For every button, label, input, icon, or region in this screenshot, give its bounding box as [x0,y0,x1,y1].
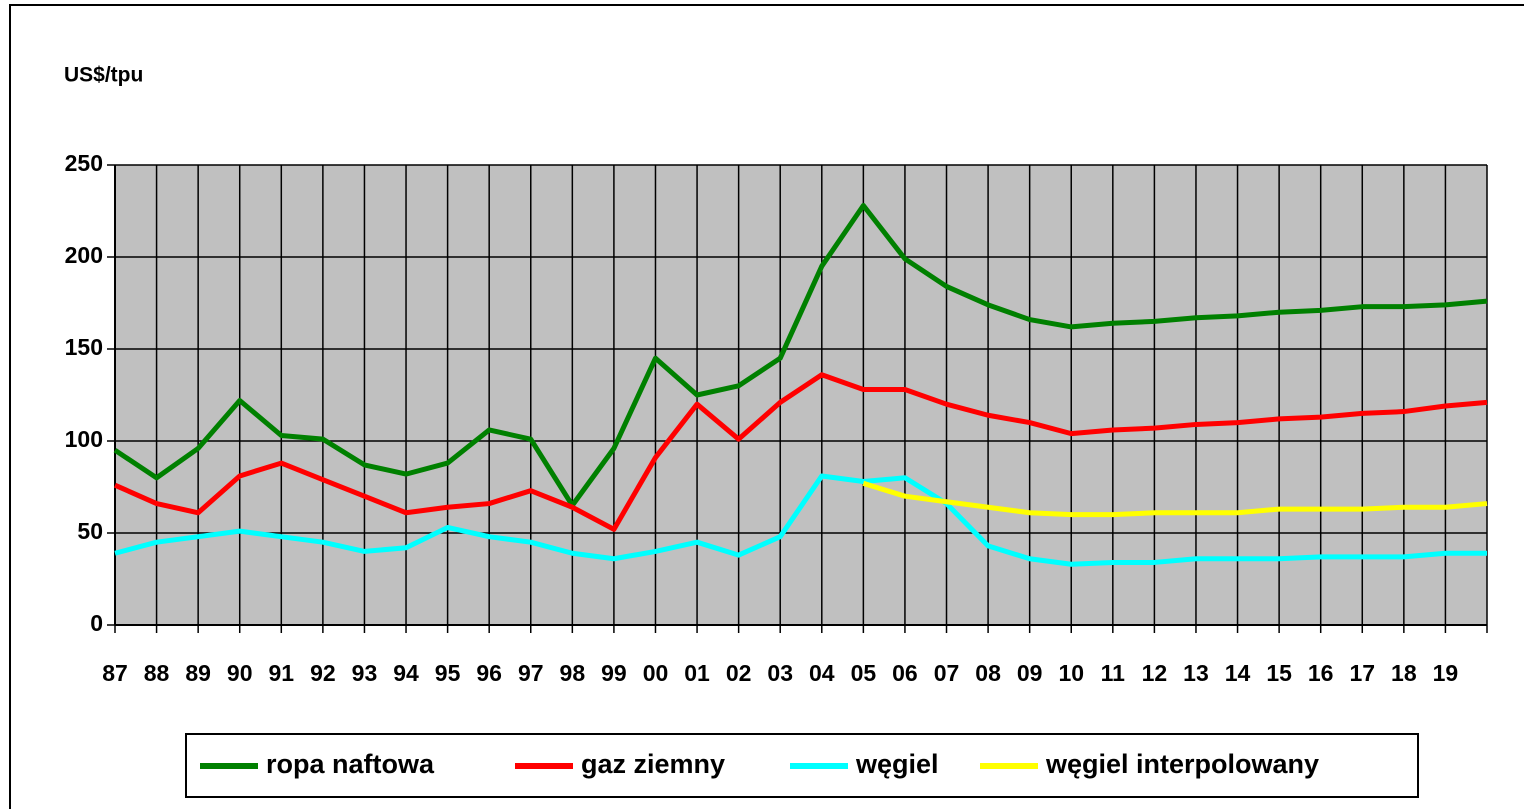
x-tick-label: 92 [310,660,336,686]
x-tick-label: 14 [1225,660,1251,686]
x-tick-label: 98 [560,660,586,686]
x-tick-label: 90 [227,660,253,686]
series-line [113,202,1488,508]
legend-label: ropa naftowa [266,749,435,779]
x-tick-label: 95 [435,660,461,686]
x-tick-label: 02 [726,660,752,686]
y-tick-label: 0 [90,610,103,636]
legend-label: węgiel interpolowany [1045,749,1319,779]
y-tick-label: 100 [65,426,103,452]
x-tick-label: 04 [809,660,835,686]
x-tick-label: 91 [269,660,295,686]
x-tick-label: 97 [518,660,544,686]
x-tick-label: 06 [892,660,918,686]
x-tick-label: 00 [643,660,669,686]
x-tick-label: 94 [393,660,419,686]
series-line [114,473,1487,567]
y-tick-label: 200 [65,242,103,268]
x-tick-label: 88 [144,660,170,686]
legend-label: węgiel [855,749,939,779]
x-tick-label: 19 [1433,660,1459,686]
x-tick-label: 01 [684,660,710,686]
x-tick-label: 89 [185,660,211,686]
x-tick-label: 11 [1101,660,1126,686]
x-tick-label: 87 [102,660,128,686]
x-tick-label: 12 [1142,660,1168,686]
y-axis-label: US$/tpu [64,64,143,87]
y-tick-label: 50 [77,518,103,544]
x-tick-label: 93 [352,660,378,686]
x-tick-label: 05 [851,660,877,686]
x-tick-label: 16 [1308,660,1334,686]
x-tick-label: 17 [1349,660,1375,686]
series-line [862,480,1488,518]
x-tick-label: 13 [1183,660,1209,686]
x-tick-label: 09 [1017,660,1043,686]
x-tick-label: 10 [1058,660,1084,686]
x-tick-label: 07 [934,660,960,686]
series-line [113,372,1488,532]
y-tick-label: 150 [65,334,103,360]
y-tick-label: 250 [65,150,103,176]
x-tick-label: 15 [1266,660,1292,686]
x-tick-label: 18 [1391,660,1417,686]
x-tick-label: 08 [975,660,1001,686]
plot-area [115,165,1487,625]
x-tick-label: 96 [476,660,502,686]
x-tick-label: 99 [601,660,627,686]
legend-label: gaz ziemny [581,749,725,779]
x-tick-label: 03 [767,660,793,686]
